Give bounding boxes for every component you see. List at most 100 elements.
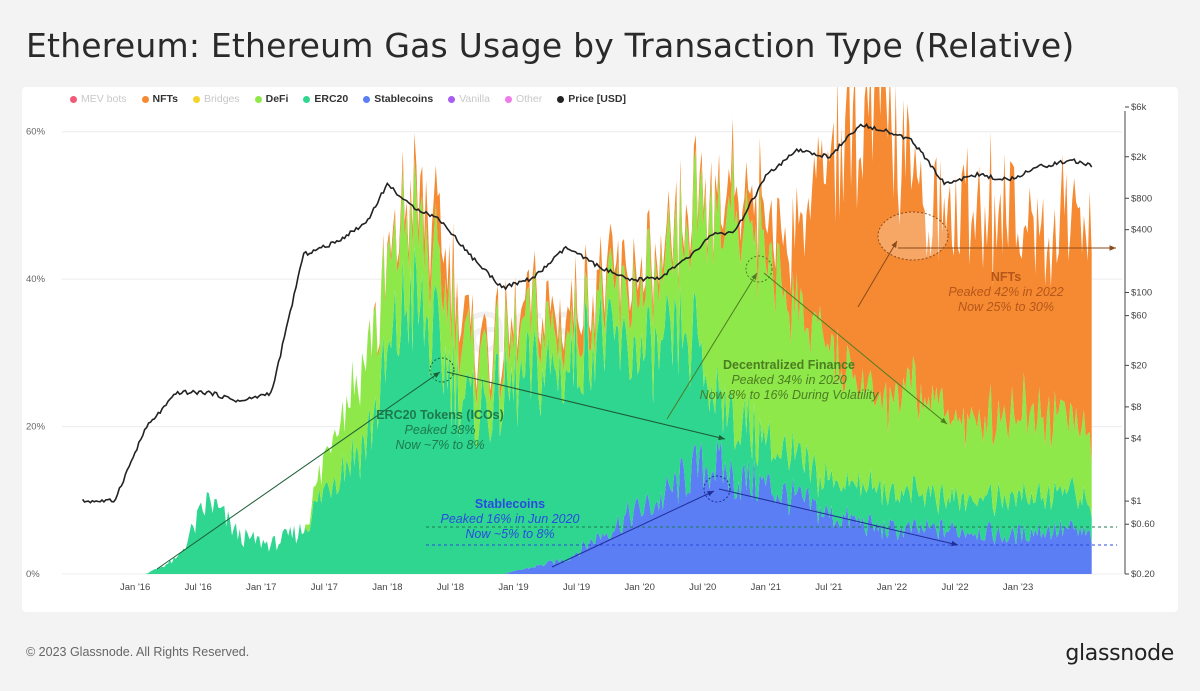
legend-swatch (70, 95, 77, 103)
erc20-arrow-down-head (718, 434, 725, 441)
legend-item[interactable]: Bridges (193, 93, 240, 105)
y-right-tick-label: $60 (1131, 311, 1147, 322)
nft-arrow-up (857, 240, 898, 308)
x-tick-label: Jul '19 (563, 582, 590, 593)
stablecoin-peak-marker (703, 475, 731, 503)
legend-swatch (504, 95, 512, 103)
area-nfts (82, 87, 1092, 574)
annotation-line: Peaked 38% (405, 423, 476, 437)
x-tick-label: Jan '19 (498, 582, 528, 593)
legend-label: NFTs (152, 93, 179, 105)
y-right-tick-label: $2k (1131, 152, 1147, 163)
nft-arrow-up-head (891, 241, 897, 248)
legend-item[interactable]: ERC20 (303, 93, 348, 105)
defi-arrow-down (763, 272, 948, 425)
legend-swatch (141, 95, 149, 103)
annotation-title: Decentralized Finance (723, 358, 855, 372)
footer-copyright: © 2023 Glassnode. All Rights Reserved. (26, 645, 250, 659)
x-tick-label: Jan '23 (1003, 582, 1033, 593)
legend-label: Bridges (204, 93, 240, 105)
annotation-line: Now ~7% to 8% (395, 438, 484, 452)
defi-arrow-up (666, 272, 758, 420)
x-tick-label: Jul '17 (311, 582, 338, 593)
defi-arrow-up-head (751, 273, 757, 280)
x-tick-label: Jan '16 (120, 582, 150, 593)
y-right-tick-label: $400 (1131, 225, 1152, 236)
x-tick-label: Jan '18 (372, 582, 402, 593)
x-tick-label: Jul '20 (689, 582, 716, 593)
x-tick-label: Jan '22 (877, 582, 907, 593)
area-erc20 (82, 246, 1092, 575)
area-defi (82, 145, 1092, 574)
erc20-arrow-up-head (433, 372, 440, 378)
x-tick-label: Jul '22 (941, 582, 968, 593)
legend-swatch (193, 95, 201, 103)
y-right-tick-label: $20 (1131, 360, 1147, 371)
x-tick-label: Jan '17 (246, 582, 276, 593)
annotation-title: NFTs (991, 270, 1021, 284)
legend-item[interactable]: Price [USD] (557, 93, 626, 105)
erc20-arrow-down (446, 371, 726, 440)
legend-swatch (254, 95, 262, 103)
legend-label: Stablecoins (374, 93, 434, 105)
erc20-arrow-up (156, 371, 441, 570)
legend-item[interactable]: DeFi (254, 93, 289, 105)
chart-legend: MEV bots NFTs Bridges DeFi ERC20 Stablecoins V… (70, 93, 626, 105)
legend-item[interactable]: NFTs (141, 93, 179, 105)
legend-label: Price [USD] (568, 93, 626, 105)
x-tick-label: Jul '16 (185, 582, 212, 593)
area-stablecoins (82, 440, 1092, 574)
footer-logo: glassnode (1065, 641, 1174, 666)
erc20-peak-marker (429, 357, 455, 383)
x-tick-label: Jan '21 (751, 582, 781, 593)
y-right-tick-label: $800 (1131, 193, 1152, 204)
y-left-tick-label: 60% (26, 127, 46, 138)
y-right-tick-label: $0.60 (1131, 519, 1155, 530)
nft-peak-marker (877, 211, 949, 261)
y-right-tick-label: $0.20 (1131, 569, 1155, 580)
legend-item[interactable]: Vanilla (448, 93, 490, 105)
legend-swatch (557, 95, 565, 103)
annotation-line: Now 8% to 16% During Volatility (700, 388, 880, 402)
chart-svg: 0% 20% 40% 60% $0.20 $0.60 $1 $4 $8 $20 $60 $100 $40… (26, 87, 1155, 593)
x-tick-label: Jan '20 (625, 582, 655, 593)
defi-arrow-down-head (940, 417, 947, 424)
legend-item[interactable]: Other (504, 93, 543, 105)
annotation-line: Peaked 34% in 2020 (731, 373, 846, 387)
annotation-line: Now 25% to 30% (958, 300, 1054, 314)
legend-item[interactable]: Stablecoins (363, 93, 433, 105)
x-tick-label: Jul '18 (437, 582, 464, 593)
legend-swatch (303, 95, 311, 103)
annotation-line: Now ~5% to 8% (465, 527, 554, 541)
annotation-title: ERC20 Tokens (ICOs) (376, 408, 504, 422)
x-tick-label: Jul '21 (815, 582, 842, 593)
y-right-tick-label: $8 (1131, 402, 1142, 413)
stablecoin-arrow-up-head (707, 491, 714, 497)
chart-panel: 0% 20% 40% 60% $0.20 $0.60 $1 $4 $8 $20 $60 $100 $40… (22, 87, 1178, 612)
y-right-tick-label: $4 (1131, 433, 1142, 444)
stablecoin-arrow-down (718, 488, 959, 546)
nft-arrow-right-head (1109, 245, 1116, 251)
defi-peak-marker (745, 255, 773, 283)
annotation-title: Stablecoins (475, 497, 545, 511)
annotation-line: Peaked 16% in Jun 2020 (441, 512, 580, 526)
legend-label: MEV bots (81, 93, 127, 105)
y-right-tick-label: $100 (1131, 287, 1152, 298)
annotation-line: Peaked 42% in 2022 (948, 285, 1063, 299)
legend-label: DeFi (265, 93, 289, 105)
legend-label: Other (515, 93, 543, 105)
y-left-tick-label: 40% (26, 274, 46, 285)
y-right-tick-label: $6k (1131, 102, 1147, 113)
y-left-tick-label: 20% (26, 422, 46, 433)
legend-swatch (448, 95, 456, 103)
legend-label: ERC20 (314, 93, 349, 105)
y-right-tick-label: $1 (1131, 496, 1142, 507)
price-line (81, 123, 1093, 504)
stablecoin-arrow-down-head (951, 540, 958, 547)
legend-swatch (363, 95, 371, 103)
stablecoin-arrow-up (551, 490, 715, 568)
legend-item[interactable]: MEV bots (70, 93, 127, 105)
legend-label: Vanilla (459, 93, 490, 105)
chart-title: Ethereum: Ethereum Gas Usage by Transact… (26, 26, 1075, 65)
y-left-tick-label: 0% (26, 569, 40, 580)
